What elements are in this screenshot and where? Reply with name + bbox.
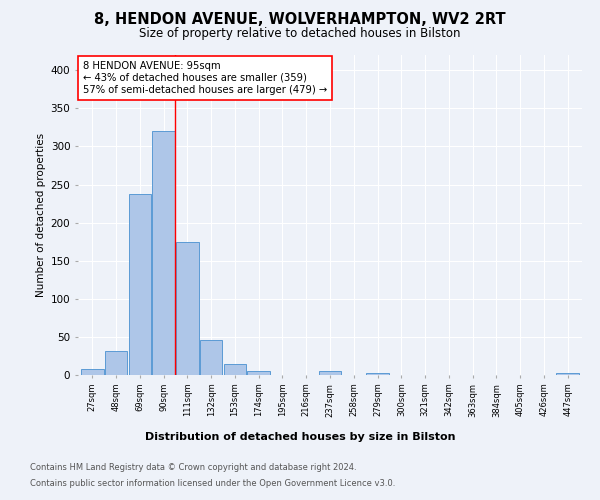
Bar	[556, 372, 579, 375]
Bar	[176, 242, 199, 375]
Bar	[152, 131, 175, 375]
Bar	[105, 350, 127, 375]
Bar	[81, 369, 104, 375]
Bar	[224, 364, 246, 375]
Bar	[200, 340, 223, 375]
Text: 8 HENDON AVENUE: 95sqm
← 43% of detached houses are smaller (359)
57% of semi-de: 8 HENDON AVENUE: 95sqm ← 43% of detached…	[83, 62, 327, 94]
Bar	[319, 371, 341, 375]
Bar	[366, 372, 389, 375]
Bar	[247, 371, 270, 375]
Text: Distribution of detached houses by size in Bilston: Distribution of detached houses by size …	[145, 432, 455, 442]
Text: Size of property relative to detached houses in Bilston: Size of property relative to detached ho…	[139, 28, 461, 40]
Text: 8, HENDON AVENUE, WOLVERHAMPTON, WV2 2RT: 8, HENDON AVENUE, WOLVERHAMPTON, WV2 2RT	[94, 12, 506, 28]
Text: Contains HM Land Registry data © Crown copyright and database right 2024.: Contains HM Land Registry data © Crown c…	[30, 464, 356, 472]
Y-axis label: Number of detached properties: Number of detached properties	[37, 133, 46, 297]
Bar	[128, 194, 151, 375]
Text: Contains public sector information licensed under the Open Government Licence v3: Contains public sector information licen…	[30, 478, 395, 488]
